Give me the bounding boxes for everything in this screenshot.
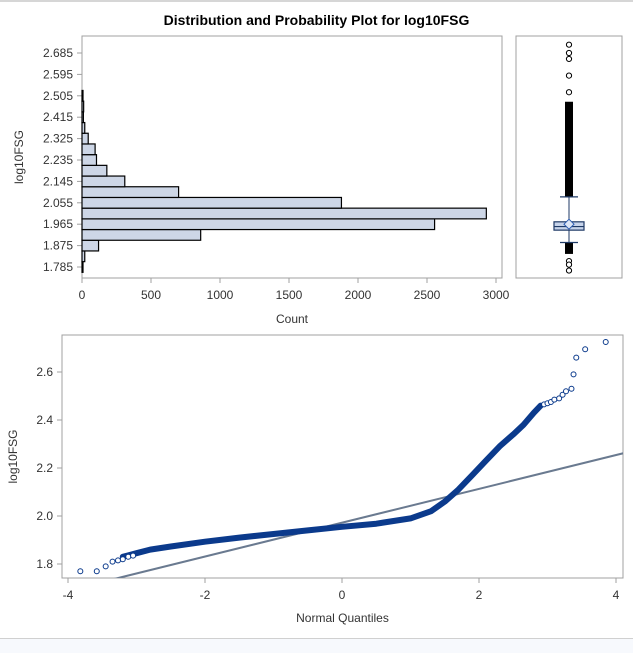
x-tick-label: 500 [141,288,161,302]
x-tick-label: 2500 [414,288,441,302]
histogram-bar [81,250,86,263]
y-tick-label: 2.325 [43,132,73,146]
histogram-bar [81,100,85,113]
histogram-bar [81,121,86,134]
qq-point [77,568,84,575]
boxplot-outliers-low-dense [565,242,573,254]
x-axis-label: Normal Quantiles [296,611,389,625]
histogram-bar [81,111,84,124]
x-tick-label: 2000 [345,288,372,302]
boxplot-outlier [565,72,573,79]
y-tick-label: 1.8 [36,557,53,571]
x-tick-label: -4 [63,588,74,602]
top-border [0,0,633,2]
boxplot-outlier [565,261,573,268]
qq-point [568,385,575,392]
y-tick-label: 2.055 [43,196,73,210]
histogram-bar [81,143,96,156]
qq-point [102,563,109,570]
histogram-bar [81,175,126,188]
histogram-bar [81,132,89,145]
y-tick-label: 1.875 [43,239,73,253]
boxplot-outlier [565,41,573,48]
boxplot-mean-diamond [563,218,575,230]
x-tick-label: 1500 [276,288,303,302]
y-tick-label: 1.785 [43,260,73,274]
reference-line [114,452,623,578]
y-tick-label: 1.965 [43,217,73,231]
x-tick-label: 4 [613,588,620,602]
bottom-bar [0,638,633,653]
boxplot-outlier [565,267,573,274]
y-tick-label: 2.2 [36,461,53,475]
qq-point [119,556,126,563]
histogram-bar [81,196,343,209]
qq-point [602,339,609,345]
y-tick-label: 2.0 [36,509,53,523]
qq-point [130,552,137,559]
y-axis-label: log10FSG [12,130,26,184]
y-tick-label: 2.595 [43,67,73,81]
chart-title: Distribution and Probability Plot for lo… [163,12,470,28]
histogram-bar [81,154,98,166]
x-tick-label: 0 [79,288,86,302]
histogram-bar [81,239,100,252]
qq-point [115,557,122,564]
y-tick-label: 2.505 [43,89,73,103]
y-tick-label: 2.145 [43,174,73,188]
x-tick-label: 0 [339,588,346,602]
histogram-frame [81,35,503,279]
histogram-bar [81,164,108,177]
y-tick-label: 2.415 [43,110,73,124]
qq-point [551,396,558,403]
qq-point [573,354,580,361]
boxplot-outlier [565,49,573,57]
boxplot-outliers-high-dense [565,101,573,197]
y-tick-label: 2.685 [43,46,73,60]
y-tick-label: 2.235 [43,153,73,167]
histogram-bar [81,207,487,220]
qq-point [559,391,566,398]
qq-point [109,558,116,565]
y-tick-label: 2.4 [36,413,53,427]
boxplot-outlier [565,55,573,63]
histogram-bar [81,186,180,199]
boxplot-outlier [565,89,573,96]
x-tick-label: 1000 [207,288,234,302]
histogram-bar [81,228,202,241]
qq-point [562,388,569,395]
qq-point [93,568,100,575]
qq-frame [61,334,624,579]
x-tick-label: -2 [200,588,211,602]
y-axis-label: log10FSG [6,429,20,483]
histogram-bar [81,261,84,273]
histogram-bar [81,218,436,231]
x-tick-label: 2 [476,588,483,602]
qq-point [125,553,132,560]
x-tick-label: 3000 [483,288,510,302]
qq-dense-points [119,402,544,560]
y-tick-label: 2.6 [36,365,53,379]
qq-point [556,395,563,402]
x-axis-label: Count [276,312,309,326]
qq-point [582,346,589,353]
histogram-bar [81,89,84,102]
qq-point [570,371,577,378]
